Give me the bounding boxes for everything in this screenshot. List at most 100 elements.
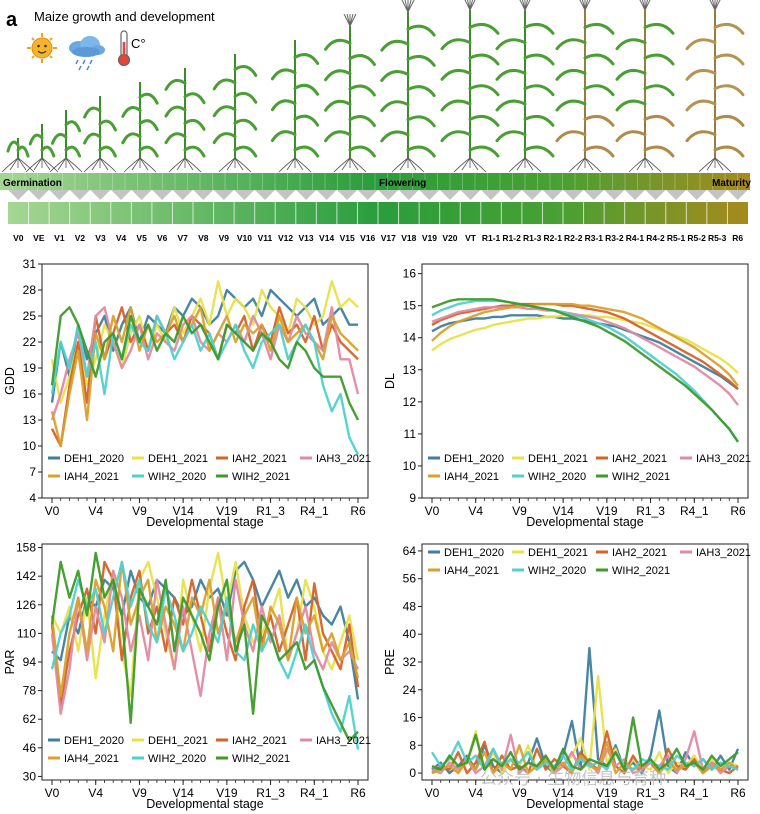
stage-arrow (522, 190, 543, 200)
series-line-deh1_2021 (50, 280, 359, 404)
maize-plant (440, 0, 500, 173)
legend-item-iah2_2021: IAH2_2021 (216, 453, 287, 465)
series-line-wih2_2021 (50, 551, 359, 742)
x-axis-label: Developmental stage (146, 515, 263, 529)
y-tick-label: 16 (403, 267, 417, 281)
legend-item-deh1_2021: DEH1_2021 (512, 547, 588, 559)
legend-item-wih2_2021: WIH2_2021 (216, 753, 290, 765)
legend-item-iah3_2021: IAH3_2021 (680, 547, 751, 559)
stage-label: V2 (75, 233, 86, 243)
stage-label: R2-1 (544, 233, 563, 243)
stage-arrow (152, 190, 173, 200)
legend-label: DEH1_2020 (444, 453, 504, 465)
y-tick-label: 13 (403, 363, 417, 377)
y-tick-label: 94 (23, 655, 37, 669)
stage-arrow (90, 190, 111, 200)
maize-plant (49, 110, 83, 173)
x-tick-label: V4 (468, 786, 483, 800)
par-chart: 30 46 62 78 94 110 126 142 158 V0 V4 V9 V14 V19 R1_3 R4… (3, 541, 371, 811)
stage-arrow (254, 190, 275, 200)
x-tick-label: V4 (88, 504, 103, 518)
y-tick-label: 8 (409, 738, 416, 752)
series-line-iah3_2021 (50, 569, 360, 715)
x-tick-label: R1_3 (636, 786, 665, 800)
x-tick-label: V4 (468, 504, 483, 518)
x-tick-label: R6 (350, 504, 366, 518)
stage-arrow (460, 190, 481, 200)
legend-label: IAH3_2021 (316, 453, 371, 465)
y-tick-label: 9 (409, 491, 416, 505)
stage-arrow (398, 190, 419, 200)
stage-arrow (645, 190, 666, 200)
maize-plant (555, 0, 615, 173)
stage-label: R3-1 (585, 233, 604, 243)
legend-label: WIH2_2020 (528, 565, 586, 577)
stage-arrow (707, 190, 728, 200)
stage-labels: V0 VE V1 V2 V3 V4 V5 V6 V7 V8 V9 V10 V11 V12 V13 V14 V15… (13, 233, 743, 243)
x-tick-label: V14 (172, 786, 194, 800)
x-tick-label: V19 (596, 786, 618, 800)
stage-arrow (501, 190, 522, 200)
legend-item-iah4_2021: IAH4_2021 (428, 565, 499, 577)
stage-label: V1 (54, 233, 65, 243)
stage-arrow (213, 190, 234, 200)
legend-label: IAH3_2021 (696, 547, 751, 559)
stage-label: R4-2 (646, 233, 665, 243)
stage-arrow (357, 190, 378, 200)
legend-item-deh1_2021: DEH1_2021 (132, 453, 208, 465)
stage-arrow (419, 190, 440, 200)
x-tick-label: V9 (132, 786, 147, 800)
gdd-chart: 4 7 10 13 16 19 22 25 28 31 V0 V4 V9 V14 V19 R1_3 R4_1 R6… (3, 257, 371, 529)
stage-label: V6 (157, 233, 168, 243)
y-tick-label: 46 (23, 741, 37, 755)
x-tick-label: V19 (216, 786, 238, 800)
y-tick-label: 16 (403, 711, 417, 725)
panel-a-title: Maize growth and development (34, 9, 215, 24)
x-tick-label: R1_3 (636, 504, 665, 518)
maize-plant (685, 0, 745, 173)
legend-item-deh1_2020: DEH1_2020 (428, 453, 504, 465)
y-tick-label: 64 (403, 544, 417, 558)
stage-arrow (316, 190, 337, 200)
y-tick-label: 16 (23, 387, 37, 401)
growth-stage-diagram: a Maize growth and development (0, 0, 751, 269)
x-tick-label: V19 (216, 504, 238, 518)
legend-label: IAH4_2021 (64, 471, 119, 483)
y-tick-label: 32 (403, 655, 417, 669)
series-line-iah2_2021 (50, 560, 360, 707)
stage-label: V15 (340, 233, 355, 243)
stage-arrow (49, 190, 70, 200)
x-tick-label: R6 (350, 786, 366, 800)
legend-item-wih2_2021: WIH2_2021 (596, 565, 670, 577)
stage-arrow (542, 190, 563, 200)
x-tick-label: V14 (552, 786, 574, 800)
x-tick-label: V4 (88, 786, 103, 800)
y-tick-label: 10 (23, 439, 37, 453)
stage-label: V8 (198, 233, 209, 243)
x-tick-label: R6 (730, 504, 746, 518)
legend-label: IAH4_2021 (444, 565, 499, 577)
stage-label: R1-2 (502, 233, 521, 243)
maize-plant (495, 0, 555, 173)
y-tick-label: 28 (23, 283, 37, 297)
y-tick-label: 78 (23, 684, 37, 698)
legend-label: DEH1_2020 (444, 547, 504, 559)
x-tick-label: V9 (512, 504, 527, 518)
stage-arrow (563, 190, 584, 200)
series-line-wih2_2021 (431, 298, 739, 443)
y-tick-label: 31 (23, 257, 37, 271)
y-tick-label: 15 (403, 299, 417, 313)
maize-plant (324, 13, 376, 173)
legend-label: DEH1_2021 (148, 453, 208, 465)
dl-chart: 9 10 11 12 13 14 15 16 V0 V4 V9 V14 V19 R1_3 R4_1 R6 Dev… (383, 263, 751, 529)
phase-bar-ticks (12, 173, 738, 190)
stage-label: R3-2 (605, 233, 624, 243)
legend-item-wih2_2020: WIH2_2020 (512, 565, 586, 577)
stage-arrow (666, 190, 687, 200)
maize-plant (25, 124, 59, 173)
y-axis-label: PRE (383, 649, 397, 675)
y-tick-label: 158 (16, 541, 36, 555)
phase-maturity: Maturity (712, 178, 751, 189)
sun-icon (27, 33, 57, 63)
pre-chart: 0 8 16 24 32 40 48 56 64 V0 V4 V9 V14 V19 R1_3 R4_1 R6 De… (383, 543, 751, 811)
